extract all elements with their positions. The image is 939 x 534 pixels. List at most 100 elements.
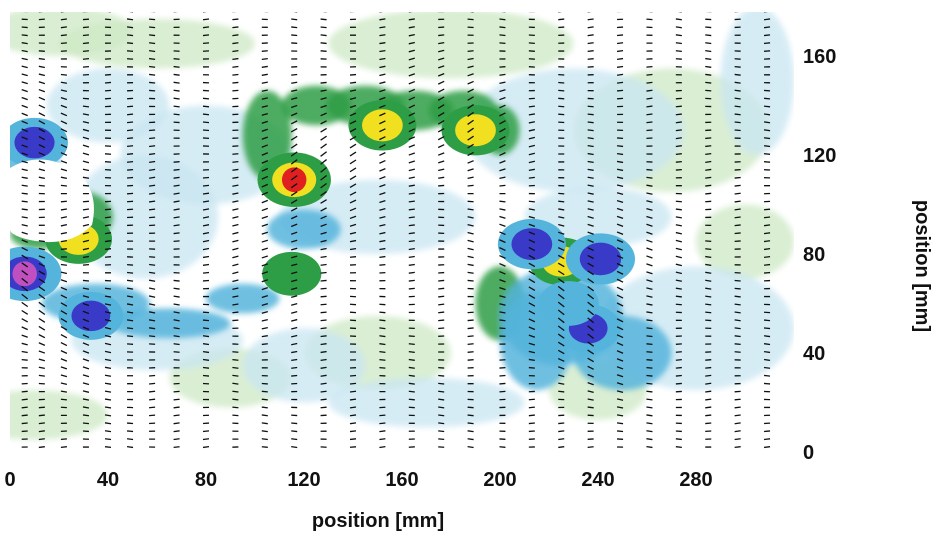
velocity-vector xyxy=(349,175,357,181)
velocity-vector xyxy=(60,42,67,45)
velocity-vector xyxy=(587,254,594,260)
velocity-vector xyxy=(82,422,90,425)
velocity-vector xyxy=(616,247,624,251)
vector-column xyxy=(499,12,506,448)
velocity-vector xyxy=(320,120,327,125)
velocity-vector xyxy=(558,12,563,13)
velocity-vector xyxy=(705,65,712,68)
velocity-vector xyxy=(557,309,565,316)
velocity-vector xyxy=(438,279,445,282)
velocity-vector xyxy=(408,120,416,125)
velocity-vector xyxy=(616,223,624,228)
velocity-vector xyxy=(616,366,624,370)
velocity-vector xyxy=(202,343,210,346)
velocity-vector xyxy=(104,398,112,401)
velocity-vector xyxy=(202,350,210,354)
velocity-vector xyxy=(60,12,65,13)
velocity-vector xyxy=(734,446,741,449)
velocity-vector xyxy=(616,406,624,409)
velocity-vector xyxy=(499,184,506,187)
velocity-vector xyxy=(148,184,156,187)
velocity-vector xyxy=(21,342,28,346)
velocity-vector xyxy=(349,207,357,212)
velocity-vector xyxy=(646,255,653,259)
velocity-vector xyxy=(261,247,268,251)
velocity-vector xyxy=(646,414,653,417)
velocity-vector xyxy=(408,128,416,133)
velocity-vector xyxy=(408,18,415,21)
hotspot-negative xyxy=(538,281,599,326)
vector-column xyxy=(232,12,239,448)
velocity-vector xyxy=(320,247,327,251)
velocity-vector xyxy=(587,192,594,195)
velocity-vector xyxy=(38,152,46,156)
velocity-vector xyxy=(202,192,210,195)
velocity-vector xyxy=(763,224,771,227)
velocity-vector xyxy=(149,406,156,409)
velocity-vector xyxy=(528,342,536,346)
velocity-vector xyxy=(467,184,474,187)
velocity-vector xyxy=(467,160,474,164)
velocity-vector xyxy=(232,168,239,171)
velocity-vector xyxy=(290,143,298,149)
velocity-vector xyxy=(126,303,134,306)
velocity-vector xyxy=(149,26,156,29)
velocity-vector xyxy=(261,207,269,212)
velocity-vector xyxy=(320,358,327,362)
velocity-vector xyxy=(408,382,415,385)
velocity-vector xyxy=(646,73,653,76)
velocity-vector xyxy=(557,349,565,355)
velocity-vector xyxy=(408,343,415,346)
velocity-vector xyxy=(467,247,474,251)
velocity-vector xyxy=(558,223,565,227)
velocity-vector xyxy=(202,129,210,132)
velocity-vector xyxy=(232,406,239,409)
velocity-vector xyxy=(202,366,210,369)
velocity-vector xyxy=(261,287,269,291)
velocity-vector xyxy=(467,414,474,417)
velocity-vector xyxy=(104,350,112,354)
velocity-vector xyxy=(173,446,180,449)
velocity-vector xyxy=(60,286,68,291)
velocity-vector xyxy=(408,200,415,203)
velocity-vector xyxy=(60,350,68,354)
velocity-vector xyxy=(21,89,28,93)
velocity-vector xyxy=(379,215,386,219)
velocity-vector xyxy=(261,446,268,448)
hotspot-negative xyxy=(497,218,566,270)
velocity-vector xyxy=(232,192,239,195)
velocity-vector xyxy=(320,366,327,369)
velocity-vector xyxy=(21,128,28,133)
velocity-vector xyxy=(106,12,111,13)
velocity-vector xyxy=(587,137,594,140)
velocity-vector xyxy=(349,406,357,409)
velocity-vector xyxy=(705,295,712,298)
velocity-vector xyxy=(467,111,474,117)
velocity-vector xyxy=(467,255,474,259)
velocity-vector xyxy=(616,294,624,299)
velocity-vector xyxy=(320,159,328,165)
velocity-vector xyxy=(202,247,210,251)
velocity-vector xyxy=(232,295,239,298)
velocity-vector xyxy=(21,120,28,125)
velocity-vector xyxy=(558,231,565,235)
velocity-vector xyxy=(82,318,90,323)
velocity-vector xyxy=(705,271,712,274)
velocity-vector xyxy=(499,112,506,117)
velocity-vector xyxy=(734,65,741,68)
velocity-vector xyxy=(21,422,28,425)
velocity-vector xyxy=(232,255,239,259)
velocity-vector xyxy=(104,311,112,314)
velocity-vector xyxy=(82,34,90,37)
velocity-vector xyxy=(499,319,506,322)
velocity-vector xyxy=(104,390,112,393)
velocity-vector xyxy=(82,176,90,179)
velocity-vector xyxy=(290,120,298,125)
velocity-vector xyxy=(261,302,268,307)
velocity-vector xyxy=(261,390,268,393)
velocity-vector xyxy=(763,438,771,441)
velocity-vector xyxy=(232,81,239,84)
velocity-vector xyxy=(499,34,506,37)
velocity-vector xyxy=(291,97,298,101)
velocity-vector xyxy=(21,231,28,235)
